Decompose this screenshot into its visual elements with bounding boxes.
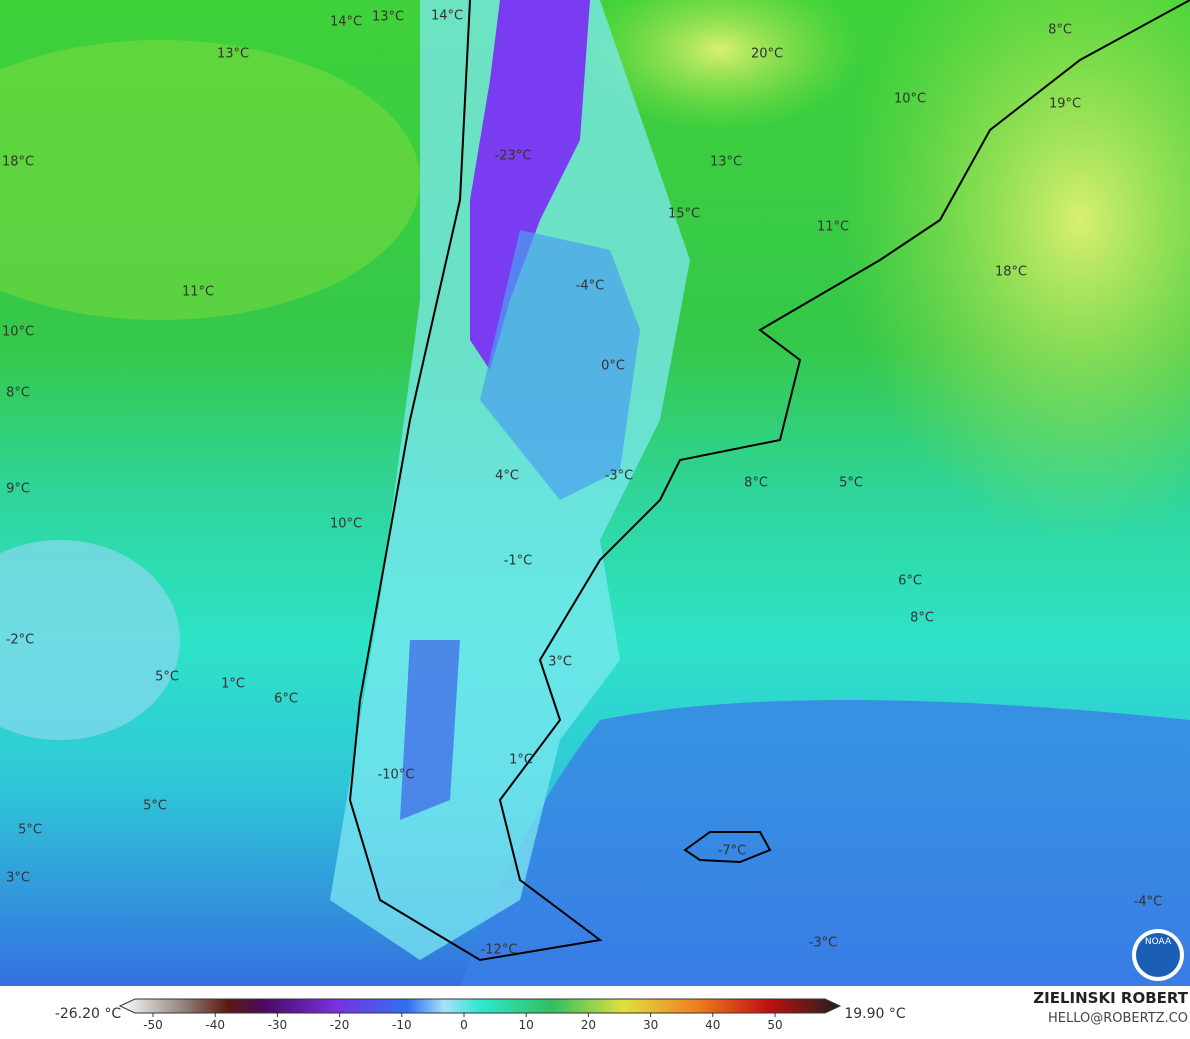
temperature-label: 0°C bbox=[601, 359, 625, 374]
temperature-label: -4°C bbox=[1134, 895, 1163, 910]
temperature-label: -1°C bbox=[504, 554, 533, 569]
temperature-label: 6°C bbox=[274, 692, 298, 707]
colorbar-tick-label: 0 bbox=[460, 1018, 468, 1032]
colorbar-tick-label: 30 bbox=[643, 1018, 658, 1032]
warm-area bbox=[0, 40, 420, 320]
temperature-label: 13°C bbox=[372, 10, 404, 25]
temperature-label: 1°C bbox=[221, 677, 245, 692]
temperature-label: 13°C bbox=[710, 155, 742, 170]
cold-area bbox=[400, 640, 460, 820]
temperature-label: 13°C bbox=[217, 47, 249, 62]
temperature-label: -2°C bbox=[6, 633, 35, 648]
colorbar-tick-label: 10 bbox=[519, 1018, 534, 1032]
credit-email: HELLO@ROBERTZ.CO bbox=[1048, 1011, 1188, 1026]
temperature-label: 8°C bbox=[744, 476, 768, 491]
colorbar-tick-label: -50 bbox=[143, 1018, 163, 1032]
colorbar-tick-label: -10 bbox=[392, 1018, 412, 1032]
falkland-islands bbox=[683, 831, 772, 864]
coastline bbox=[348, 0, 1190, 962]
temperature-label: 11°C bbox=[182, 285, 214, 300]
temperature-label: 1°C bbox=[509, 753, 533, 768]
temperature-label: 10°C bbox=[330, 517, 362, 532]
colorbar-tick-label: 40 bbox=[705, 1018, 720, 1032]
temperature-label: 18°C bbox=[995, 265, 1027, 280]
credit-name: ZIELINSKI ROBERT bbox=[1033, 989, 1188, 1007]
colorbar-min: -26.20 °C bbox=[55, 1006, 122, 1022]
temperature-label: -12°C bbox=[481, 943, 518, 958]
temperature-label: 10°C bbox=[2, 325, 34, 340]
colorbar-tick-label: -40 bbox=[205, 1018, 225, 1032]
logo-disc bbox=[1136, 933, 1180, 977]
temperature-label: 3°C bbox=[6, 871, 30, 886]
temperature-label: 19°C bbox=[1049, 97, 1081, 112]
temperature-label: 20°C bbox=[751, 47, 783, 62]
colorbar-tick-label: -20 bbox=[330, 1018, 350, 1032]
temperature-label: 11°C bbox=[817, 220, 849, 235]
temperature-label: -7°C bbox=[718, 844, 747, 859]
cold-ocean bbox=[460, 700, 1190, 986]
temperature-label: 3°C bbox=[548, 655, 572, 670]
temperature-label: 14°C bbox=[431, 9, 463, 24]
warm-area bbox=[840, 0, 1190, 540]
temperature-label: -3°C bbox=[605, 469, 634, 484]
cool-area bbox=[0, 540, 180, 740]
temperature-label: 4°C bbox=[495, 469, 519, 484]
noaa-logo: NOAA bbox=[1132, 929, 1184, 981]
colorbar-max: 19.90 °C bbox=[844, 1006, 906, 1022]
colorbar: -26.20 °C 19.90 °C -50 -40 -30 -20 -10 0 10 20 3… bbox=[55, 998, 906, 1032]
warm-area bbox=[580, 0, 860, 130]
temperature-label: 8°C bbox=[6, 386, 30, 401]
temperature-label: 5°C bbox=[143, 799, 167, 814]
andes-cold bbox=[470, 0, 590, 370]
colorbar-tick-label: 50 bbox=[767, 1018, 782, 1032]
temperature-label: -10°C bbox=[378, 768, 415, 783]
temperature-label: -3°C bbox=[809, 936, 838, 951]
temperature-label: -4°C bbox=[576, 279, 605, 294]
temperature-label: 5°C bbox=[839, 476, 863, 491]
temperature-label: 9°C bbox=[6, 482, 30, 497]
cold-area bbox=[480, 230, 640, 500]
temperature-label: 14°C bbox=[330, 15, 362, 30]
colorbar-scale bbox=[118, 998, 842, 1014]
logo-text: NOAA bbox=[1145, 937, 1172, 947]
temperature-label: 6°C bbox=[898, 574, 922, 589]
map: 14°C 13°C 14°C 13°C 20°C 8°C 10°C 19°C 18°C -23°C… bbox=[0, 0, 1190, 986]
temperature-label: 8°C bbox=[1048, 23, 1072, 38]
temperature-label: 10°C bbox=[894, 92, 926, 107]
temperature-label: 18°C bbox=[2, 155, 34, 170]
colorbar-tick-label: -30 bbox=[268, 1018, 288, 1032]
temperature-label: 5°C bbox=[18, 823, 42, 838]
temperature-label: -23°C bbox=[495, 149, 532, 164]
temperature-label: 15°C bbox=[668, 207, 700, 222]
temperature-label: 5°C bbox=[155, 670, 179, 685]
temperature-label: 8°C bbox=[910, 611, 934, 626]
colorbar-tick-label: 20 bbox=[581, 1018, 596, 1032]
